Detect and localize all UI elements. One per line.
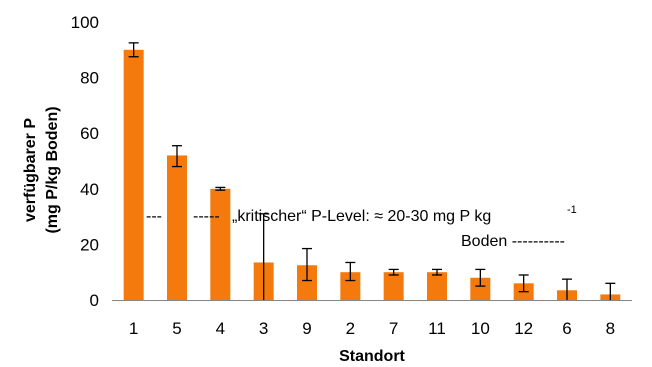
y-axis-title-line1: verfügbarer P (22, 118, 39, 222)
x-tick-label: 4 (216, 319, 225, 338)
bar (167, 155, 187, 300)
x-tick-label: 7 (389, 319, 398, 338)
y-axis-ticks: 0 20 40 60 80 100 (71, 13, 99, 310)
error-bar (518, 274, 529, 293)
x-tick-label: 6 (562, 319, 571, 338)
annotation-text: „kritischer“ P-Level: ≈ 20-30 mg P kg (232, 208, 491, 225)
x-axis-ticks: 1 5 4 3 9 2 7 11 10 12 6 8 (129, 319, 615, 338)
x-tick-label: 8 (606, 319, 615, 338)
y-tick-label: 60 (80, 124, 99, 143)
bar (210, 188, 231, 300)
y-tick-label: 0 (90, 291, 99, 310)
y-axis-title-line2: (mg P/kg Boden) (44, 106, 61, 233)
x-tick-label: 10 (471, 319, 490, 338)
x-tick-label: 2 (346, 319, 355, 338)
error-bar (258, 213, 269, 300)
x-tick-label: 11 (428, 319, 446, 338)
annotation-mid-dashes: ----- (193, 208, 220, 225)
x-tick-label: 3 (259, 319, 268, 338)
y-axis-title: verfügbarer P (mg P/kg Boden) (22, 106, 61, 233)
error-bar (562, 278, 572, 300)
bar (427, 272, 447, 300)
critical-level-annotation: --- ----- „kritischer“ P-Level: ≈ 20-30 … (146, 204, 577, 250)
error-bar (128, 42, 139, 58)
bar (340, 272, 361, 300)
bar (383, 272, 404, 300)
y-tick-label: 20 (80, 235, 99, 254)
x-axis-title: Standort (339, 348, 405, 365)
error-bar (345, 261, 356, 282)
error-bar (605, 282, 616, 300)
x-tick-label: 12 (514, 319, 533, 338)
error-bar (172, 145, 182, 168)
error-bar (432, 268, 442, 276)
bars (123, 49, 621, 300)
y-tick-label: 40 (80, 180, 99, 199)
annotation-superscript: -1 (567, 204, 577, 216)
error-bar (388, 268, 399, 276)
error-bar (215, 186, 226, 191)
bar (297, 265, 317, 300)
x-tick-label: 5 (172, 319, 181, 338)
error-bars (128, 42, 616, 300)
annotation-line2: Boden ---------- (461, 233, 565, 250)
bar (123, 49, 144, 300)
x-tick-label: 9 (302, 319, 311, 338)
bar (470, 277, 491, 300)
annotation-left-dashes: --- (146, 208, 162, 225)
y-tick-label: 80 (80, 69, 99, 88)
y-tick-label: 100 (71, 13, 99, 32)
x-tick-label: 1 (129, 319, 138, 338)
error-bar (475, 268, 486, 287)
error-bar (302, 247, 312, 282)
